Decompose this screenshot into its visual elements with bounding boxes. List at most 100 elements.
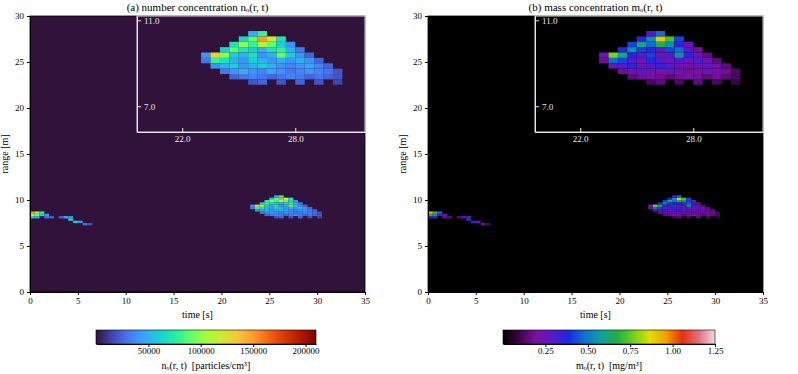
heatmap-cell [701, 214, 706, 216]
heatmap-cell [274, 212, 279, 214]
tick: 15 [568, 292, 578, 306]
tick-label: 1.25 [708, 346, 724, 356]
heatmap-cell [286, 42, 295, 47]
heatmap-cell [627, 63, 636, 68]
tick-mark [572, 292, 573, 295]
heatmap-cell [298, 214, 303, 216]
tick-mark [425, 16, 428, 17]
panel: 05101520253035051015202530(b) mass conce… [166, 1, 769, 372]
heatmap-cell [663, 214, 668, 216]
tick: 50000 [138, 344, 161, 356]
heatmap-cell [305, 63, 314, 68]
heatmap-cell [293, 202, 298, 204]
heatmap-cell [656, 58, 665, 63]
y-axis-title: range [m] [0, 134, 10, 173]
heatmap-cell [684, 53, 693, 58]
heatmap-cell [674, 69, 683, 74]
y-axis: 051015202530 [413, 11, 429, 297]
heatmap-cell [667, 205, 672, 207]
tick: 25 [663, 292, 673, 306]
heatmap-cell [286, 69, 295, 74]
heatmap-cell [284, 202, 289, 204]
heatmap-cell [267, 36, 276, 41]
heatmap-cell [646, 58, 655, 63]
heatmap-cell [73, 221, 78, 223]
heatmap-cell [258, 63, 267, 68]
tick-label: 25 [663, 296, 673, 306]
heatmap-cell [686, 198, 691, 200]
colorbar-axis-line [97, 344, 317, 345]
heatmap-cell [295, 58, 304, 63]
heatmap-cell [667, 202, 672, 204]
heatmap-cell [274, 216, 279, 218]
heatmap-cell [258, 79, 267, 84]
inset-frame [535, 16, 763, 132]
heatmap-cell [258, 74, 267, 79]
heatmap-cell [682, 209, 687, 211]
heatmap-cell [696, 216, 701, 218]
tick-label: 0.50 [580, 346, 596, 356]
heatmap-cell [305, 53, 314, 58]
heatmap-cell [288, 207, 293, 209]
heatmap-cell [712, 74, 721, 79]
tick-label: 20 [615, 296, 625, 306]
tick-label: 25 [15, 57, 25, 67]
heatmap-cell [265, 209, 270, 211]
tick: 0 [426, 292, 431, 306]
heatmap-cell [59, 216, 64, 218]
heatmap-cell [656, 42, 665, 47]
heatmap-cell [691, 200, 696, 202]
tick: 11.0 [535, 16, 558, 26]
tick-mark [221, 292, 222, 295]
heatmap-cell [265, 200, 270, 202]
tick-mark [137, 20, 141, 21]
heatmap-cell [665, 69, 674, 74]
colorbar-axis-line [504, 344, 716, 345]
heatmap-cell [279, 198, 284, 200]
tick: 15 [170, 292, 180, 306]
heatmap-cell [260, 202, 265, 204]
heatmap-cell [293, 209, 298, 211]
plot-area [30, 16, 365, 292]
heatmap-cell [239, 47, 248, 52]
heatmap-cell [682, 200, 687, 202]
heatmap-cell [677, 200, 682, 202]
tick: 1.00 [665, 344, 681, 356]
tick-label: 0 [418, 287, 423, 297]
heatmap-cell [646, 69, 655, 74]
tick: 5 [474, 292, 479, 306]
heatmap-cell [248, 63, 257, 68]
tick-label: 5 [20, 241, 25, 251]
heatmap-cell [308, 209, 313, 211]
heatmap-cell [646, 74, 655, 79]
heatmap-cell [288, 209, 293, 211]
heatmap-cell [686, 207, 691, 209]
heatmap-cell [693, 53, 702, 58]
heatmap-cell [239, 63, 248, 68]
heatmap-cell [677, 209, 682, 211]
heatmap-cell [279, 202, 284, 204]
inset-y-axis: 7.011.0 [137, 16, 160, 133]
heatmap-cell [731, 69, 740, 74]
heatmap-cell [696, 212, 701, 214]
tick-label: 20 [217, 296, 227, 306]
heatmap-cell [312, 209, 317, 211]
inset-y-axis: 7.011.0 [535, 16, 558, 133]
panel: 05101520253035051015202530(a) number con… [0, 1, 371, 372]
tick-label: 20 [413, 103, 423, 113]
heatmap-cell [279, 212, 284, 214]
heatmap-cell [293, 214, 298, 216]
tick: 28.0 [686, 128, 702, 144]
heatmap-cell [308, 212, 313, 214]
heatmap-cell [665, 58, 674, 63]
tick: 25 [15, 57, 30, 67]
heatmap-cell [333, 74, 342, 79]
plot-background [30, 16, 365, 292]
heatmap-cell [274, 214, 279, 216]
heatmap-cell [258, 58, 267, 63]
heatmap-cell [481, 223, 486, 225]
heatmap-cell [286, 63, 295, 68]
heatmap-cell [265, 202, 270, 204]
heatmap-cell [220, 58, 229, 63]
inset-background [137, 16, 365, 132]
